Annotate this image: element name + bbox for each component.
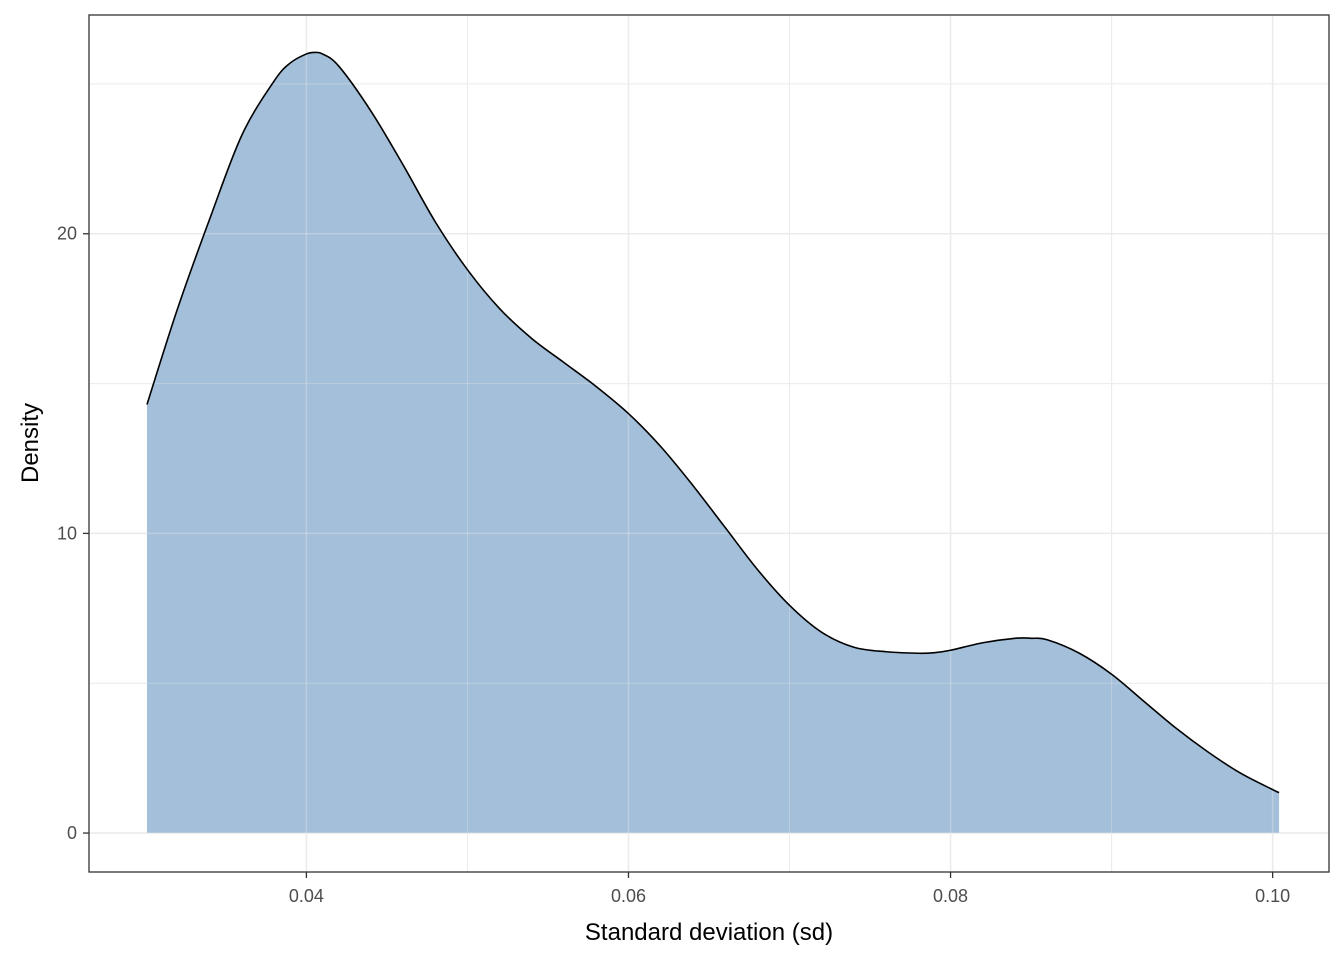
y-tick-label: 0 [67,823,77,843]
x-tick-label: 0.08 [933,886,968,906]
y-axis-ticks: 0 10 20 [57,224,89,843]
x-tick-label: 0.10 [1255,886,1290,906]
y-axis-title: Density [17,403,44,483]
y-tick-label: 10 [57,523,77,543]
plot-panel-border [88,14,1330,873]
x-axis-title: Standard deviation (sd) [585,919,833,946]
density-line [146,51,1280,794]
density-area-fill [146,52,1280,834]
x-tick-label: 0.06 [611,886,646,906]
x-tick-label: 0.04 [289,886,324,906]
x-axis-ticks: 0.04 0.06 0.08 0.10 [289,872,1290,906]
grid-lines-overlay [89,15,1329,872]
y-tick-label: 20 [57,224,77,244]
